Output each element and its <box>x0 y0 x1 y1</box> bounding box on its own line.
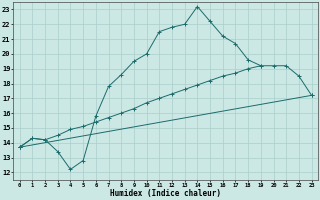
X-axis label: Humidex (Indice chaleur): Humidex (Indice chaleur) <box>110 189 221 198</box>
